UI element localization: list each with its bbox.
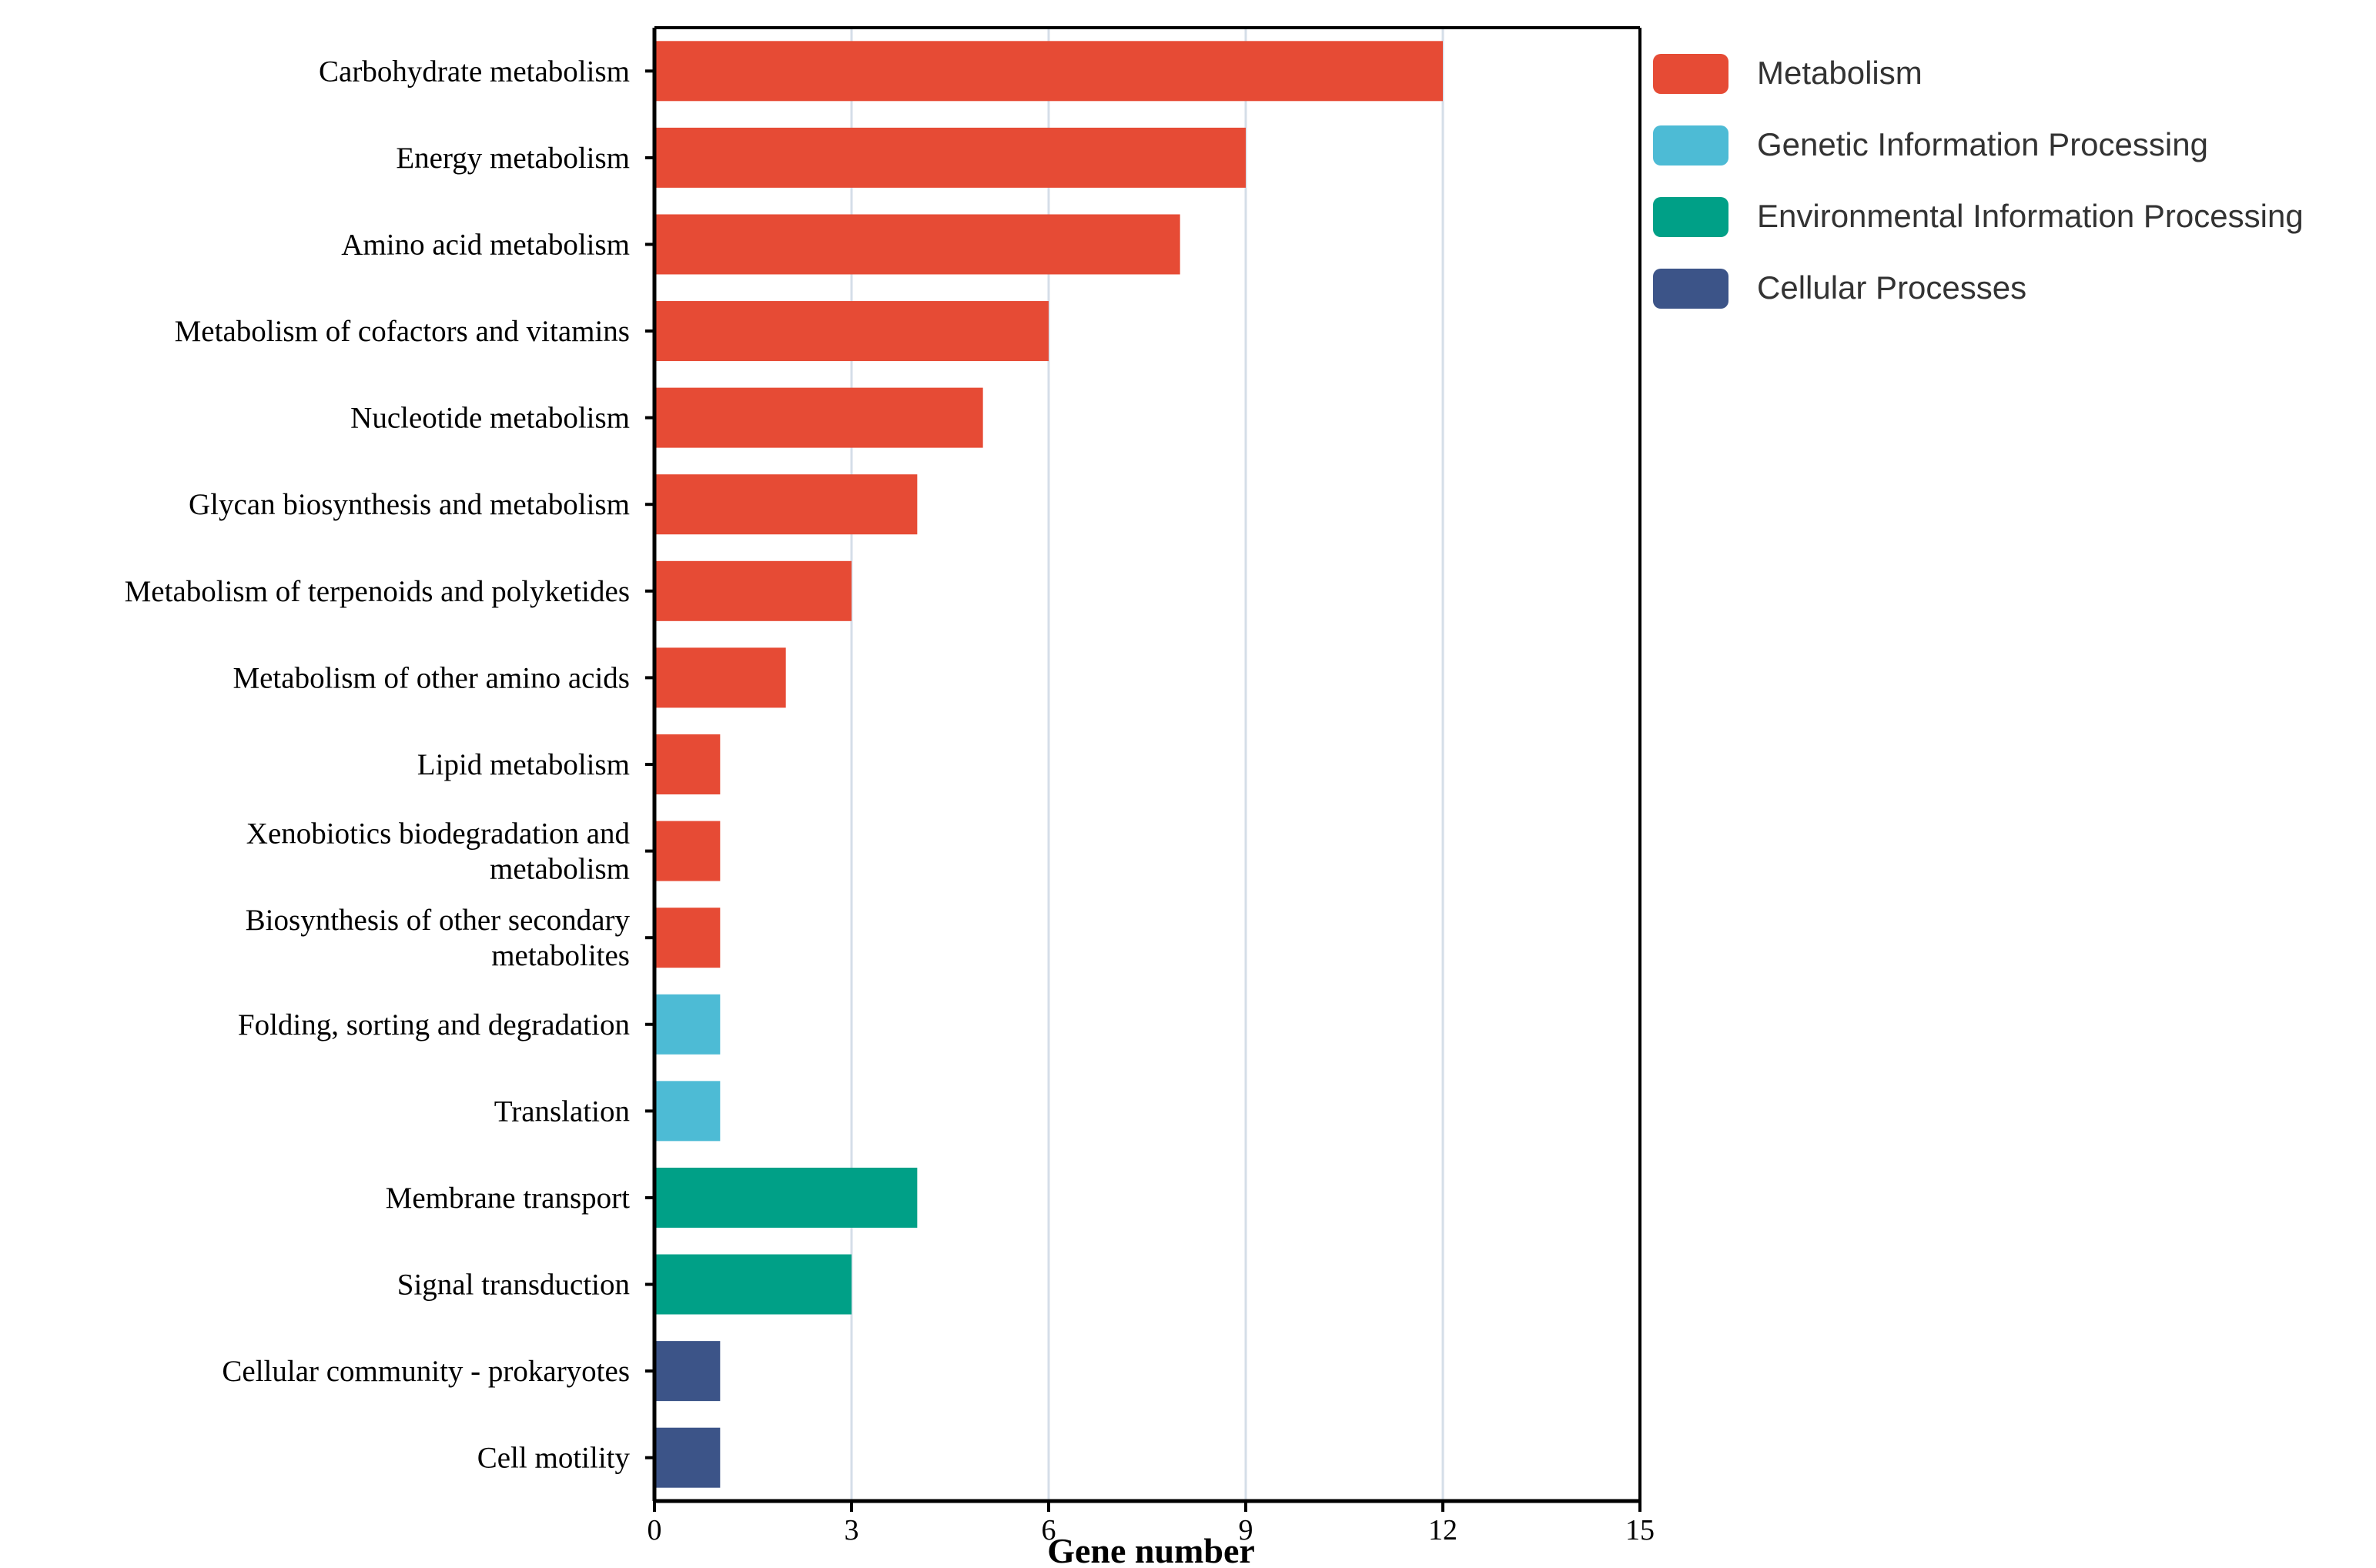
bar-4	[654, 387, 983, 448]
bar-15	[654, 1341, 721, 1402]
category-label-7: Metabolism of other amino acids	[233, 661, 630, 694]
category-label-8: Lipid metabolism	[417, 748, 630, 781]
legend-swatch-3	[1653, 269, 1728, 309]
legend: Metabolism Genetic Information Processing…	[1653, 54, 2304, 309]
category-label-4: Nucleotide metabolism	[350, 402, 630, 435]
category-label-1: Energy metabolism	[396, 142, 630, 175]
legend-label-2: Environmental Information Processing	[1757, 198, 2304, 234]
legend-swatch-0	[1653, 54, 1728, 94]
category-label-2: Amino acid metabolism	[341, 228, 630, 261]
category-label-10-line-1: metabolites	[491, 939, 630, 972]
legend-label-3: Cellular Processes	[1757, 269, 2026, 306]
bar-2	[654, 214, 1180, 275]
bar-8	[654, 734, 721, 794]
bar-16	[654, 1427, 721, 1488]
legend-swatch-1	[1653, 125, 1728, 165]
legend-label-1: Genetic Information Processing	[1757, 126, 2208, 162]
category-label-0: Carbohydrate metabolism	[319, 55, 630, 88]
category-label-6: Metabolism of terpenoids and polyketides	[125, 575, 630, 608]
category-label-16: Cell motility	[477, 1442, 631, 1475]
bar-7	[654, 647, 786, 708]
x-tick-label-2: 6	[1042, 1514, 1056, 1546]
bars	[654, 41, 1443, 1488]
bar-10	[654, 908, 721, 968]
x-tick-labels: 0 3 6 9 12 15	[648, 1514, 1655, 1546]
category-label-9-line-0: Xenobiotics biodegradation and	[246, 817, 631, 851]
x-tick-label-3: 9	[1239, 1514, 1253, 1546]
x-tick-label-1: 3	[845, 1514, 859, 1546]
x-tick-label-5: 15	[1625, 1514, 1655, 1546]
category-label-9-line-1: metabolism	[490, 853, 630, 886]
bar-14	[654, 1254, 852, 1315]
x-tick-label-0: 0	[648, 1514, 662, 1546]
legend-swatch-2	[1653, 197, 1728, 237]
bar-11	[654, 994, 721, 1055]
bar-9	[654, 821, 721, 881]
category-label-15: Cellular community - prokaryotes	[222, 1355, 630, 1388]
category-label-11: Folding, sorting and degradation	[238, 1008, 630, 1041]
bar-1	[654, 127, 1246, 188]
category-label-12: Translation	[494, 1095, 630, 1128]
bar-12	[654, 1081, 721, 1142]
bar-13	[654, 1167, 918, 1228]
legend-label-0: Metabolism	[1757, 55, 1923, 91]
category-label-10-line-0: Biosynthesis of other secondary	[246, 904, 631, 937]
bar-0	[654, 41, 1443, 102]
bar-5	[654, 474, 918, 535]
category-label-14: Signal transduction	[397, 1269, 630, 1302]
category-label-5: Glycan biosynthesis and metabolism	[189, 488, 630, 521]
category-labels: Carbohydrate metabolism Energy metabolism…	[125, 55, 631, 1474]
x-axis-title: Gene number	[1047, 1531, 1255, 1568]
bar-6	[654, 560, 852, 621]
axes	[645, 26, 1641, 1512]
bar-3	[654, 301, 1049, 362]
category-label-3: Metabolism of cofactors and vitamins	[175, 315, 630, 348]
category-label-13: Membrane transport	[386, 1182, 630, 1215]
x-tick-label-4: 12	[1428, 1514, 1457, 1546]
